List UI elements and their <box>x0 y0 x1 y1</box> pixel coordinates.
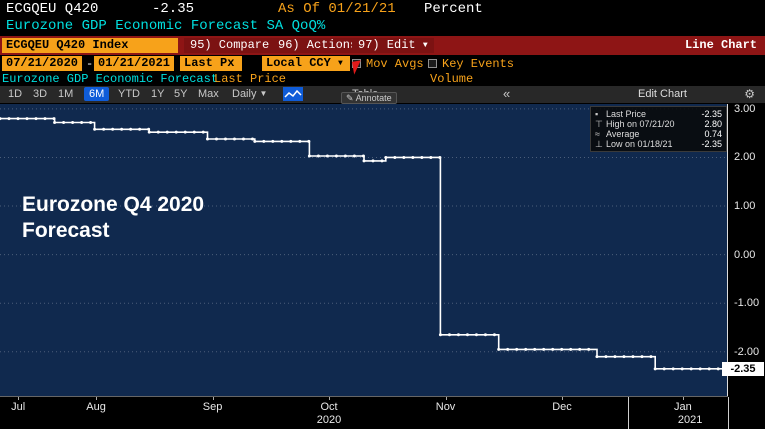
chart-type-label: Line Chart <box>684 38 757 52</box>
period-1m[interactable]: 1M <box>58 88 74 100</box>
chevron-down-icon: ▼ <box>259 89 268 98</box>
legend-row: ▪ Last Price -2.35 <box>595 109 722 119</box>
chart-annotation: Eurozone Q4 2020 Forecast <box>22 192 204 245</box>
line-chart-type-button[interactable] <box>283 87 303 101</box>
date-to-input[interactable]: 01/21/2021 <box>94 56 174 71</box>
key-events-label[interactable]: Key Events <box>442 57 515 71</box>
legend-value: 0.74 <box>704 129 722 139</box>
annotation-line1: Eurozone Q4 2020 <box>22 193 205 216</box>
compare-button[interactable]: 95) Compare <box>184 38 276 53</box>
y-tick-label: 1.00 <box>734 200 756 213</box>
series-price-label: Last Price <box>214 72 287 86</box>
period-max[interactable]: Max <box>198 88 219 100</box>
mov-avgs-checkbox[interactable] <box>352 59 361 69</box>
y-axis: 3.00 2.00 1.00 0.00 -1.00 -2.00 <box>728 102 765 397</box>
x-tick-label: Sep <box>202 401 223 413</box>
y-tick-label: -1.00 <box>734 297 760 310</box>
legend-row: ≈ Average 0.74 <box>595 129 722 139</box>
x-tick <box>329 397 331 400</box>
period-1y[interactable]: 1Y <box>151 88 165 100</box>
chevron-down-icon: ▼ <box>422 41 428 50</box>
x-tick-label: Nov <box>435 401 456 413</box>
y-tick-label: -2.00 <box>734 345 760 358</box>
x-tick-label: Dec <box>552 401 572 413</box>
axis-border-line <box>728 397 729 429</box>
x-tick-label: Oct <box>320 401 338 413</box>
period-5y[interactable]: 5Y <box>174 88 188 100</box>
collapse-button[interactable]: « <box>503 86 511 101</box>
period-ytd[interactable]: YTD <box>118 88 140 100</box>
last-price-badge: -2.35 <box>722 361 764 376</box>
security-field[interactable]: ECGQEU Q420 Index <box>2 38 178 53</box>
x-axis: Jul Aug Sep Oct Nov Dec Jan 2020 2021 <box>0 397 765 429</box>
legend-label: Low on 01/18/21 <box>606 139 673 149</box>
x-tick <box>682 397 684 400</box>
actions-menu[interactable]: 96) Actions ▼ <box>272 38 376 53</box>
high-marker-icon: ⊤ <box>595 119 603 129</box>
price-line-chart[interactable] <box>0 104 728 397</box>
security-description: Eurozone GDP Economic Forecast SA QoQ% <box>6 18 326 34</box>
security-ticker: ECGQEU Q420 <box>6 1 99 17</box>
y-tick-label: 3.00 <box>734 102 756 115</box>
annotate-chip[interactable]: ✎ Annotate <box>341 92 397 104</box>
annotate-label: Annotate <box>355 93 392 103</box>
edit-menu[interactable]: 97) Edit ▼ <box>352 38 434 53</box>
x-tick-label: Jul <box>11 401 26 413</box>
x-tick <box>96 397 98 400</box>
period-3d[interactable]: 3D <box>33 88 48 100</box>
pencil-icon: ✎ <box>346 93 354 103</box>
menubar: ECGQEU Q420 Index 95) Compare 96) Action… <box>0 36 765 55</box>
currency-label: Local CCY <box>266 56 331 70</box>
year-label: 2021 <box>677 414 703 426</box>
mov-avgs-option[interactable]: Mov Avgs <box>352 57 424 71</box>
chevron-down-icon: ▼ <box>338 59 343 68</box>
last-price-marker-icon: ▪ <box>595 109 599 119</box>
legend-label: High on 07/21/20 <box>606 119 675 129</box>
chart-area: 3.00 2.00 1.00 0.00 -1.00 -2.00 Jul Aug Sep Oct N… <box>0 102 765 429</box>
edit-chart-button[interactable]: Edit Chart <box>638 88 687 100</box>
x-tick-label: Aug <box>86 401 106 413</box>
x-tick <box>562 397 564 400</box>
line-chart-icon <box>283 87 303 101</box>
chart-legend: ▪ Last Price -2.35 ⊤ High on 07/21/20 2.80 ≈… <box>590 106 727 152</box>
unit-label: Percent <box>424 1 483 17</box>
as-of-date: As Of 01/21/21 <box>278 1 396 17</box>
price-field-dropdown[interactable]: Last Px <box>180 56 242 71</box>
legend-value: -2.35 <box>701 139 722 149</box>
frequency-label: Daily <box>232 88 257 100</box>
last-value: -2.35 <box>152 1 195 17</box>
average-marker-icon: ≈ <box>595 129 600 139</box>
x-tick-label: Jan <box>673 401 692 413</box>
series-name: Eurozone GDP Economic Forecast <box>2 72 219 86</box>
y-tick-label: 0.00 <box>734 248 756 261</box>
legend-label: Average <box>606 129 640 139</box>
legend-label: Last Price <box>606 109 647 119</box>
key-events-checkbox[interactable] <box>428 59 437 69</box>
date-from-input[interactable]: 07/21/2020 <box>2 56 82 71</box>
legend-row: ⊥ Low on 01/18/21 -2.35 <box>595 139 722 149</box>
x-tick <box>18 397 20 400</box>
currency-dropdown[interactable]: Local CCY ▼ <box>262 56 350 71</box>
edit-label: 97) Edit <box>358 38 416 52</box>
y-tick-label: 2.00 <box>734 151 756 164</box>
period-1d[interactable]: 1D <box>8 88 23 100</box>
gear-icon[interactable]: ⚙ <box>744 87 755 101</box>
period-6m-active[interactable]: 6M <box>84 87 110 101</box>
x-tick <box>212 397 214 400</box>
key-events-option[interactable]: Key Events <box>428 57 514 71</box>
actions-label: 96) Actions <box>278 38 358 52</box>
volume-label: Volume <box>430 72 474 86</box>
year-divider-line <box>628 397 630 429</box>
low-marker-icon: ⊥ <box>595 139 603 149</box>
date-separator: - <box>86 57 94 71</box>
frequency-dropdown[interactable]: Daily ▼ <box>232 88 267 100</box>
annotation-line2: Forecast <box>22 219 110 243</box>
legend-value: 2.80 <box>704 119 722 129</box>
mov-avgs-label[interactable]: Mov Avgs <box>366 57 424 71</box>
x-tick <box>445 397 447 400</box>
year-label: 2020 <box>316 414 342 426</box>
legend-row: ⊤ High on 07/21/20 2.80 <box>595 119 722 129</box>
legend-value: -2.35 <box>701 109 722 119</box>
